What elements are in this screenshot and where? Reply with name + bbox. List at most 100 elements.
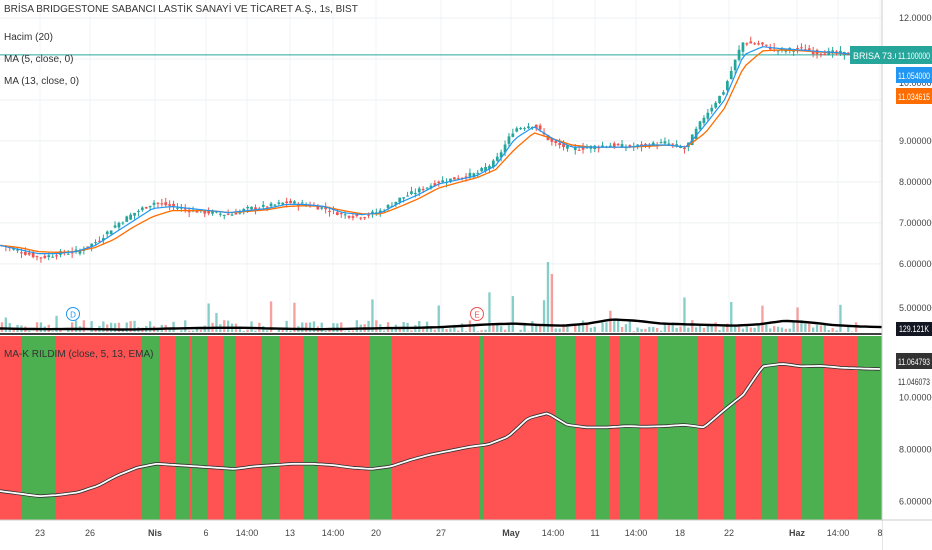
candle-body (328, 210, 331, 212)
volume-label[interactable]: Hacim (20) (4, 32, 53, 43)
candle-body (242, 208, 246, 212)
volume-bar (184, 320, 187, 332)
candle-body (527, 126, 530, 129)
volume-bar (460, 323, 464, 332)
candle-body (35, 256, 39, 258)
ma5-price-tag: 11.054000 (896, 67, 932, 83)
ma5-label[interactable]: MA (5, close, 0) (4, 54, 73, 65)
candle-body (519, 127, 523, 130)
volume-bar (648, 327, 651, 332)
volume-bar (496, 323, 499, 332)
ma13-label[interactable]: MA (13, close, 0) (4, 76, 79, 87)
volume-bar (839, 304, 842, 332)
volume-bar (429, 327, 433, 332)
candle-body (745, 43, 749, 45)
price-axis-tick: 5.000000 (899, 303, 932, 313)
volume-bar (121, 330, 125, 332)
candle-body (47, 255, 51, 258)
candle-body (488, 165, 491, 169)
candle-body (585, 147, 589, 149)
lower-pane-background (0, 336, 882, 520)
candle-body (133, 212, 136, 216)
candle-body (363, 217, 367, 219)
candle-body (148, 205, 152, 208)
candle-body (495, 156, 499, 161)
time-axis-tick: 8 (877, 528, 882, 538)
volume-bar (464, 331, 468, 332)
candle-body (43, 255, 47, 258)
time-axis-tick: 20 (371, 528, 381, 538)
lower-indicator-label[interactable]: MA-K RILDIM (close, 5, 13, EMA) (4, 349, 153, 360)
volume-bar (355, 320, 359, 332)
volume-bar (223, 320, 226, 332)
candle-body (386, 204, 390, 209)
candle-body (698, 121, 702, 130)
volume-bar (125, 322, 128, 332)
time-axis[interactable]: 23 26 Nis 6 14:00 13 14:00 20 27 May 14:00 11 14:00 1… (0, 521, 883, 550)
candle-body (523, 128, 526, 130)
candle-body (402, 197, 406, 199)
volume-bar (593, 326, 596, 332)
volume-bar (51, 331, 54, 332)
candle-body (289, 200, 292, 204)
time-axis-tick: May (502, 528, 520, 538)
volume-bar (449, 328, 452, 332)
candle-body (499, 152, 503, 158)
candle-body (612, 143, 616, 147)
volume-bar (187, 330, 191, 332)
earnings-marker-label: E (474, 311, 479, 320)
volume-bar (156, 329, 160, 332)
volume-bar (0, 322, 4, 332)
volume-bar (398, 326, 401, 332)
lower-bg-segment (736, 336, 762, 520)
candle-body (644, 143, 647, 145)
candle-body (659, 142, 663, 144)
dividend-marker[interactable]: D (66, 307, 80, 321)
price-axis-tick: 12.000000 (899, 13, 932, 23)
candle-body (671, 143, 675, 145)
candle-body (129, 214, 133, 220)
candle-body (183, 208, 187, 210)
volume-bar (35, 322, 39, 332)
candle-body (371, 211, 374, 215)
candle-body (265, 206, 269, 208)
candle-body (530, 126, 534, 128)
candle-body (566, 145, 569, 149)
lower-bg-segment (224, 336, 236, 520)
volume-bar (804, 323, 807, 332)
candle-body (211, 211, 214, 214)
lower-bg-segment (778, 336, 786, 520)
candle-body (335, 212, 339, 216)
candle-body (472, 173, 476, 178)
time-axis-tick: 14:00 (827, 528, 850, 538)
volume-bar (788, 328, 791, 332)
lower-bg-segment (56, 336, 141, 520)
volume-bar (336, 323, 339, 332)
earnings-marker[interactable]: E (470, 307, 484, 321)
volume-bar (480, 330, 483, 332)
candle-body (359, 217, 363, 219)
candle-body (441, 180, 445, 183)
volume-bar (550, 274, 554, 332)
volume-bar (320, 322, 323, 332)
lower-price-axis[interactable]: 10.000000 8.000000 6.000000 (899, 393, 932, 507)
candle-body (320, 207, 324, 209)
symbol-tag-text: BRISA 73.69% (853, 51, 913, 61)
price-axis-tick: 6.000000 (899, 259, 932, 269)
candle-body (807, 48, 811, 52)
volume-bar (285, 320, 288, 332)
volume-bar (566, 326, 569, 332)
volume-bar (554, 328, 557, 332)
candle-body (410, 191, 413, 195)
time-axis-tick: 14:00 (625, 528, 648, 538)
candle-body (226, 213, 230, 215)
lower-bg-segment (280, 336, 304, 520)
volume-bar (741, 328, 745, 332)
volume-bar (410, 330, 413, 332)
candle-body (109, 230, 113, 235)
time-axis-tick: 14:00 (236, 528, 259, 538)
candle-body (811, 50, 815, 55)
candle-body (74, 249, 78, 251)
volume-bar (371, 299, 374, 332)
